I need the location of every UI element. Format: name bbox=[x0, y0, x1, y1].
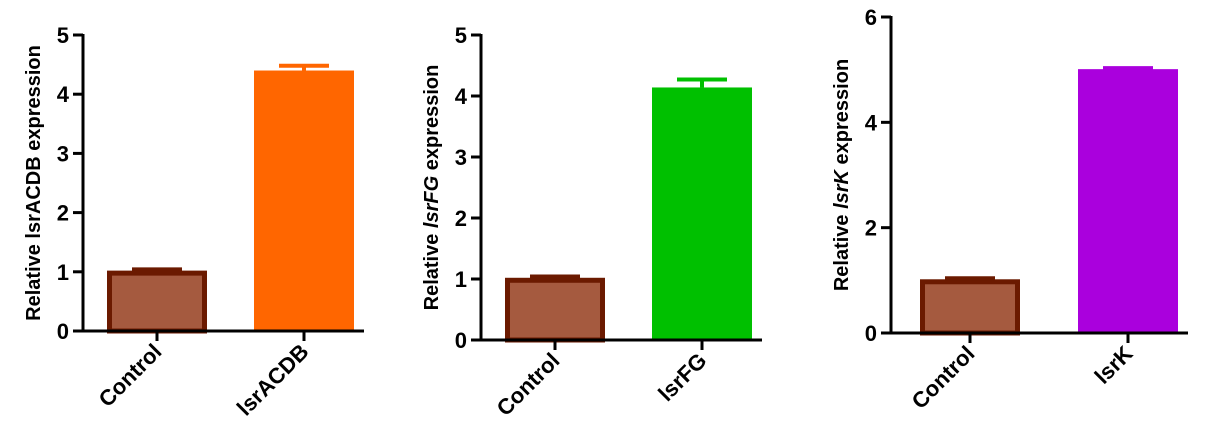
y-tick-label: 4 bbox=[455, 84, 468, 109]
chart-panel-lsracdb: 0 1 2 3 4 5 Control lsrACDB Relative lsrACDB exp… bbox=[23, 23, 364, 421]
bar-control bbox=[505, 277, 605, 343]
y-axis-title-gene: lsrFG bbox=[421, 176, 443, 228]
x-tick-label-control: Control bbox=[94, 339, 167, 412]
bar-lsrk bbox=[1078, 69, 1178, 333]
y-tick-label: 2 bbox=[57, 201, 69, 226]
y-tick-label: 3 bbox=[455, 145, 467, 170]
y-axis-title-suffix: expression bbox=[831, 59, 853, 170]
y-tick-label: 5 bbox=[455, 23, 467, 48]
bar-lsrfg bbox=[652, 87, 752, 341]
x-tick-label-control: Control bbox=[492, 348, 565, 421]
y-axis-title-suffix: expression bbox=[421, 65, 443, 176]
y-tick-label: 0 bbox=[455, 328, 467, 353]
y-tick-label: 3 bbox=[57, 141, 69, 166]
y-tick-label: 5 bbox=[57, 23, 69, 48]
y-tick-label: 2 bbox=[455, 206, 467, 231]
bar-control bbox=[107, 270, 207, 334]
y-axis-title: Relative lsrK expression bbox=[831, 59, 853, 291]
y-tick-label: 2 bbox=[865, 216, 877, 241]
y-axis-title-gene: lsrK bbox=[831, 168, 853, 208]
x-tick-label-lsrfg: lsrFG bbox=[653, 348, 711, 406]
y-tick-label: 1 bbox=[455, 267, 467, 292]
y-tick-label: 0 bbox=[865, 321, 877, 346]
y-tick-label: 6 bbox=[865, 5, 877, 30]
bar-control bbox=[920, 279, 1020, 336]
x-tick-label-control: Control bbox=[907, 341, 980, 414]
x-tick-label-lsracdb: lsrACDB bbox=[232, 339, 314, 421]
y-axis-title-prefix: Relative bbox=[831, 209, 853, 291]
y-tick-label: 4 bbox=[57, 82, 70, 107]
y-axis-title: Relative lsrFG expression bbox=[421, 65, 443, 311]
bar-lsracdb bbox=[254, 70, 354, 332]
y-axis-title: Relative lsrACDB expression bbox=[23, 45, 45, 321]
x-tick-label-lsrk: lsrK bbox=[1090, 341, 1138, 389]
y-axis-title-prefix: Relative bbox=[421, 228, 443, 310]
y-tick-label: 4 bbox=[865, 110, 878, 135]
y-tick-label: 1 bbox=[57, 260, 69, 285]
y-tick-label: 0 bbox=[57, 319, 69, 344]
